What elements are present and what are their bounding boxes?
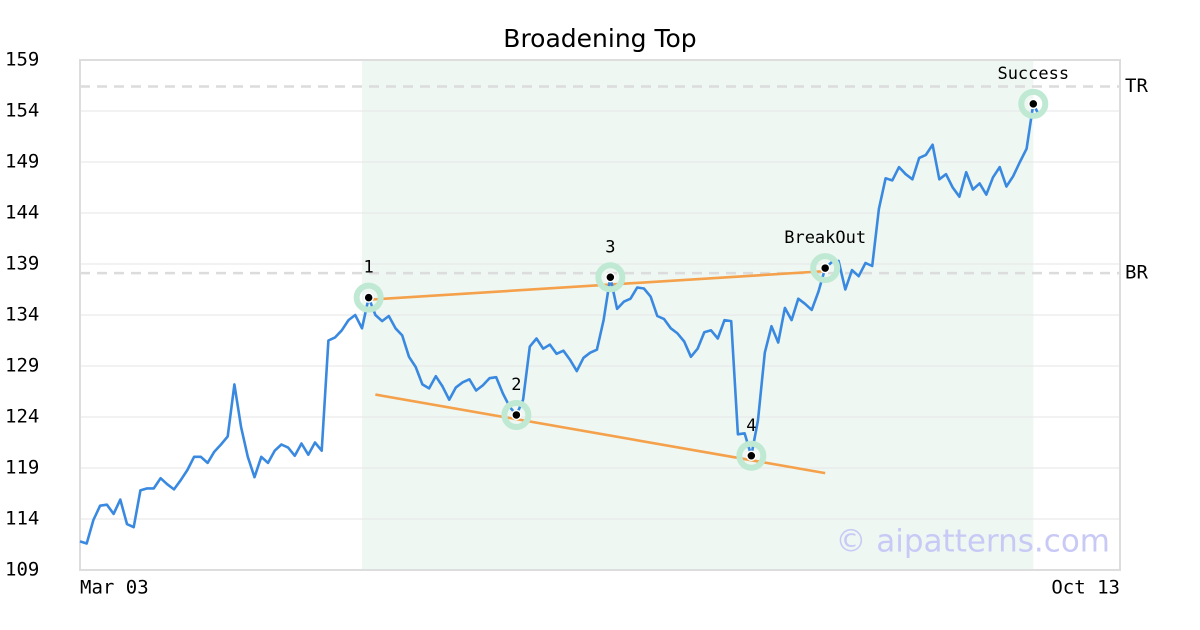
y-tick-label: 109 xyxy=(5,559,39,581)
y-tick-label: 159 xyxy=(5,49,39,71)
point-label: 3 xyxy=(605,237,615,257)
y-tick-label: 149 xyxy=(5,151,39,173)
chart-title: Broadening Top xyxy=(503,24,696,53)
point-marker xyxy=(819,262,831,274)
point-halo xyxy=(353,282,384,313)
point-halo xyxy=(595,262,626,293)
y-tick-label: 139 xyxy=(5,253,39,275)
point-label: Success xyxy=(997,64,1069,84)
x-tick-label: Mar 03 xyxy=(80,577,149,599)
point-halo xyxy=(1018,88,1049,119)
point-label: 2 xyxy=(511,375,521,395)
point-halo xyxy=(501,399,532,430)
x-tick-label: Oct 13 xyxy=(1051,577,1120,599)
point-label: BreakOut xyxy=(784,228,866,248)
point-marker xyxy=(511,409,522,421)
y-tick-label: 144 xyxy=(5,202,39,224)
point-halo xyxy=(736,440,767,471)
point-marker xyxy=(605,272,616,283)
price-line xyxy=(79,102,1042,545)
y-tick-label: 124 xyxy=(5,406,39,428)
y-tick-label: 134 xyxy=(5,304,39,326)
y-tick-label: 154 xyxy=(5,100,39,122)
point-marker xyxy=(746,450,757,462)
watermark: © aipatterns.com xyxy=(835,524,1110,560)
point-label: 1 xyxy=(364,258,374,278)
point-halo xyxy=(810,253,841,284)
trendline xyxy=(368,269,826,301)
plot-border xyxy=(79,59,1121,571)
y-tick-label: 114 xyxy=(5,508,39,530)
point-marker xyxy=(363,292,374,303)
y-tick-label: 119 xyxy=(5,457,39,479)
level-label: TR xyxy=(1125,75,1148,97)
y-tick-label: 129 xyxy=(5,355,39,377)
point-label: 4 xyxy=(746,416,756,436)
point-marker xyxy=(1028,98,1039,110)
level-label: BR xyxy=(1125,262,1148,284)
